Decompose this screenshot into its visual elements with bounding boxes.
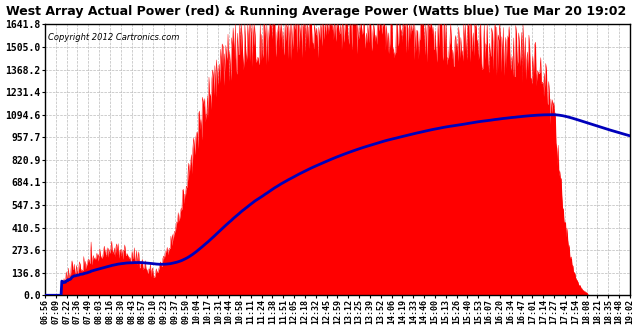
- Text: Copyright 2012 Cartronics.com: Copyright 2012 Cartronics.com: [48, 33, 179, 42]
- Text: West Array Actual Power (red) & Running Average Power (Watts blue) Tue Mar 20 19: West Array Actual Power (red) & Running …: [6, 5, 627, 18]
